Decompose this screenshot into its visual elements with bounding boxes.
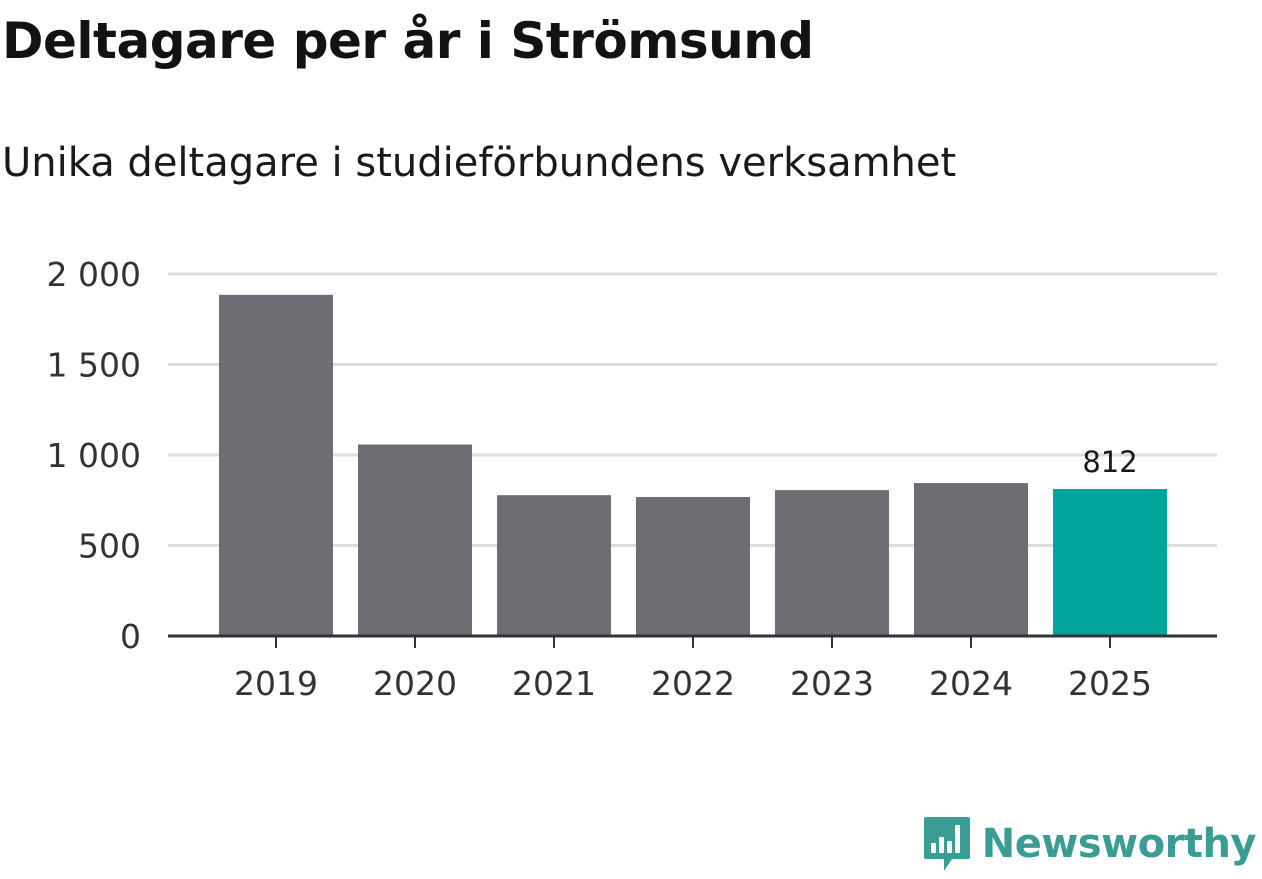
x-tick-label: 2025 [1068, 664, 1152, 703]
bar-2023 [775, 490, 889, 636]
y-tick-label: 1 500 [47, 346, 141, 385]
bars [219, 294, 1167, 636]
bar-2021 [497, 495, 611, 636]
y-tick-label: 1 000 [47, 436, 141, 475]
x-tick-label: 2022 [651, 664, 735, 703]
y-tick-label: 500 [78, 527, 141, 566]
chart-subtitle: Unika deltagare i studieförbundens verks… [2, 140, 957, 186]
axes [168, 634, 1217, 648]
x-tick-label: 2020 [373, 664, 457, 703]
bar-2025 [1053, 489, 1167, 636]
chart-title: Deltagare per år i Strömsund [2, 12, 814, 70]
y-tick-label: 2 000 [47, 255, 141, 294]
x-tick-label: 2021 [512, 664, 596, 703]
newsworthy-logo-icon [923, 817, 970, 871]
bar-2019 [219, 294, 333, 636]
labels: 0 500 1 000 1 500 2 000 2019 2020 2021 2022 2023 2… [47, 255, 1152, 703]
y-tick-label: 0 [120, 617, 141, 656]
x-tick-label: 2019 [234, 664, 318, 703]
x-tick-label: 2024 [929, 664, 1013, 703]
data-label: 812 [1082, 445, 1137, 479]
x-tick-label: 2023 [790, 664, 874, 703]
bar-2022 [636, 496, 750, 636]
bar-2024 [914, 483, 1028, 636]
bar-2020 [358, 444, 472, 636]
brand-name: Newsworthy [981, 821, 1257, 867]
brand-logo: Newsworthy [922, 815, 1257, 873]
